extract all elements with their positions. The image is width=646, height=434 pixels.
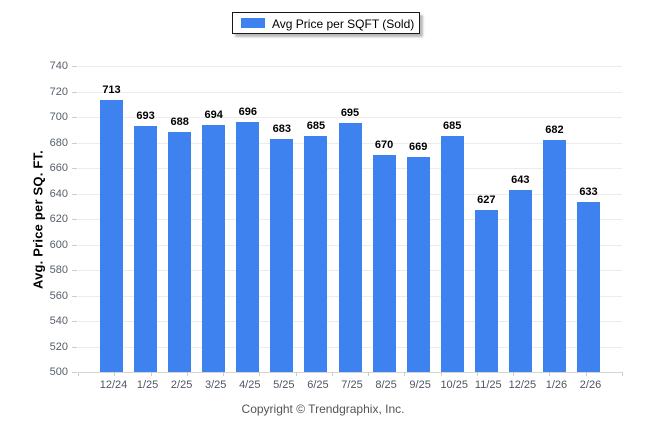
bar[interactable] [100, 100, 123, 372]
bar-value-label: 695 [340, 107, 360, 120]
x-tick-label: 2/25 [170, 379, 193, 391]
gridline [78, 91, 622, 93]
bar-value-label: 643 [511, 173, 530, 186]
x-tick-mark [223, 372, 225, 376]
y-tick-mark [72, 117, 77, 118]
bar[interactable] [168, 132, 192, 372]
y-tick-mark [72, 219, 77, 220]
x-tick-mark [440, 372, 442, 376]
y-tick-mark [72, 295, 77, 297]
bar[interactable] [406, 156, 430, 372]
x-tick-mark [622, 372, 623, 376]
bar-value-label: 693 [136, 109, 155, 122]
y-tick-label: 660 [49, 162, 68, 174]
y-tick-mark [72, 168, 77, 169]
y-tick-mark [72, 142, 77, 144]
bar[interactable] [270, 138, 294, 372]
bar-value-label: 685 [443, 120, 462, 133]
y-tick-label: 680 [49, 136, 68, 149]
bar[interactable] [542, 139, 566, 372]
y-tick-label: 700 [49, 111, 68, 123]
x-tick-label: 7/25 [341, 379, 363, 391]
legend-color-swatch [241, 18, 265, 28]
y-tick-label: 620 [49, 213, 68, 225]
x-tick-label: 12/24 [99, 379, 128, 391]
x-tick-mark [585, 372, 587, 376]
x-tick-label: 5/25 [273, 379, 295, 391]
y-tick-mark [72, 91, 77, 93]
bar[interactable] [338, 123, 362, 372]
bar-value-label: 682 [545, 123, 564, 136]
bar-value-label: 669 [408, 140, 428, 153]
bar[interactable] [134, 125, 158, 372]
y-tick-label: 580 [49, 264, 68, 276]
y-tick-mark [72, 244, 77, 246]
bar-value-label: 688 [170, 116, 189, 129]
x-tick-label: 1/26 [545, 379, 568, 391]
x-tick-mark [476, 372, 478, 376]
x-tick-label: 2/26 [579, 379, 602, 391]
bar[interactable] [577, 202, 600, 372]
y-tick-mark [72, 193, 77, 195]
y-tick-mark [72, 270, 77, 271]
bar[interactable] [372, 155, 396, 372]
bar[interactable] [474, 210, 498, 372]
bar-value-label: 683 [272, 122, 292, 135]
x-tick-mark [513, 372, 515, 376]
x-tick-mark [186, 372, 188, 376]
bar[interactable] [440, 136, 464, 372]
x-tick-mark [295, 372, 297, 376]
x-tick-label: 4/25 [239, 379, 261, 391]
footer-copyright: Copyright © Trendgraphix, Inc. [241, 402, 405, 416]
legend-label: Avg Price per SQFT (Sold) [272, 16, 415, 31]
y-tick-label: 600 [49, 238, 68, 251]
y-tick-label: 640 [49, 187, 68, 200]
gridline [78, 117, 622, 118]
x-tick-label: 10/25 [440, 379, 468, 391]
x-tick-mark [150, 372, 152, 376]
x-tick-mark [78, 372, 79, 376]
gridline [78, 66, 622, 67]
legend-box: Avg Price per SQFT (Sold) [232, 12, 420, 34]
y-tick-label: 740 [49, 60, 68, 72]
bar-value-label: 713 [102, 84, 121, 97]
bar[interactable] [202, 124, 226, 372]
bar-value-label: 627 [477, 194, 496, 207]
bar-value-label: 670 [374, 139, 394, 152]
y-tick-label: 720 [49, 85, 68, 98]
bar-value-label: 685 [306, 120, 326, 133]
x-tick-mark [331, 372, 333, 376]
x-tick-mark [259, 372, 261, 376]
bar[interactable] [236, 122, 260, 372]
x-tick-label: 6/25 [307, 379, 329, 391]
x-tick-label: 12/25 [508, 379, 537, 391]
bar-value-label: 633 [579, 186, 598, 199]
x-tick-mark [404, 372, 406, 376]
bar-value-label: 696 [238, 106, 257, 119]
y-tick-label: 520 [49, 340, 68, 353]
y-tick-label: 540 [49, 315, 68, 327]
y-tick-mark [72, 372, 77, 373]
bar[interactable] [304, 136, 328, 372]
bar[interactable] [508, 189, 532, 372]
x-tick-mark [114, 372, 116, 376]
x-tick-label: 9/25 [409, 379, 431, 391]
y-tick-mark [72, 321, 77, 322]
y-tick-label: 560 [49, 289, 68, 302]
gridline [78, 372, 622, 373]
y-tick-mark [72, 346, 77, 348]
x-tick-label: 11/25 [474, 379, 502, 391]
x-tick-label: 1/25 [136, 379, 159, 391]
x-tick-mark [549, 372, 551, 376]
bar-value-label: 694 [204, 108, 223, 121]
y-tick-label: 500 [49, 366, 68, 378]
x-tick-label: 8/25 [375, 379, 397, 391]
x-tick-mark [368, 372, 370, 376]
x-tick-label: 3/25 [204, 379, 227, 391]
y-tick-mark [72, 66, 77, 67]
